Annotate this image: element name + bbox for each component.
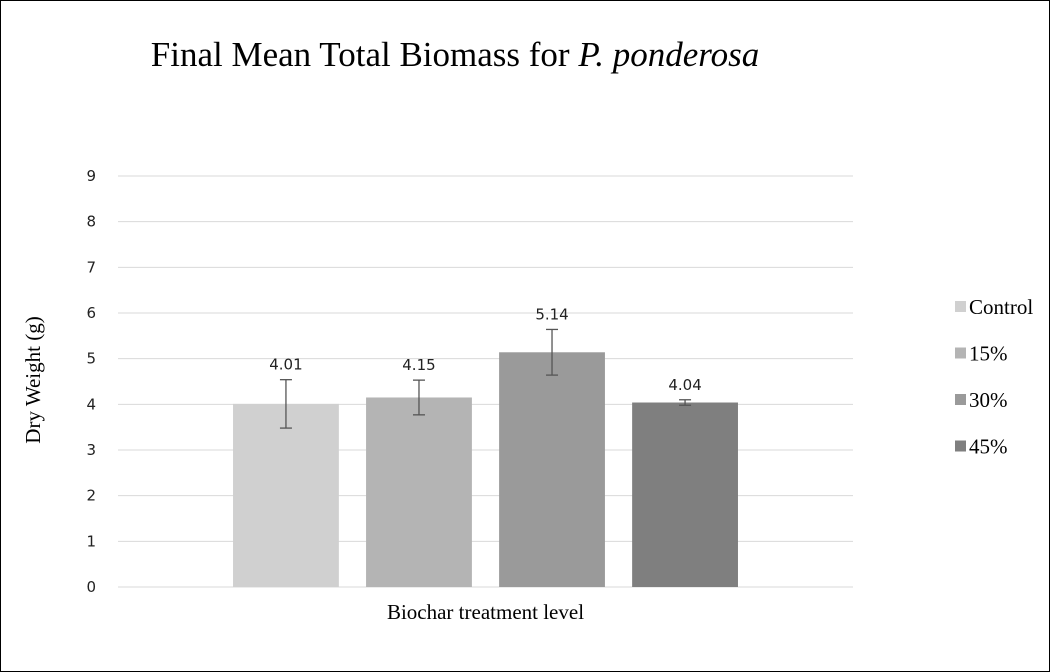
legend-swatch bbox=[955, 347, 966, 359]
legend-swatch bbox=[955, 440, 966, 452]
y-tick-label: 7 bbox=[86, 258, 96, 276]
data-label: 4.04 bbox=[668, 376, 701, 394]
y-axis-label: Dry Weight (g) bbox=[21, 316, 45, 443]
y-tick-label: 9 bbox=[86, 167, 96, 185]
data-label: 4.15 bbox=[402, 356, 435, 374]
legend-swatch bbox=[955, 394, 966, 405]
bar bbox=[233, 403, 339, 587]
y-tick-label: 0 bbox=[86, 578, 96, 596]
bar bbox=[499, 352, 605, 587]
data-label: 5.14 bbox=[535, 305, 568, 323]
y-tick-label: 1 bbox=[86, 532, 96, 550]
chart-title: Final Mean Total Biomass for P. ponderos… bbox=[151, 35, 759, 74]
y-tick-label: 4 bbox=[86, 395, 96, 413]
y-tick-label: 6 bbox=[86, 304, 96, 322]
data-label: 4.01 bbox=[269, 356, 302, 374]
bar bbox=[366, 397, 472, 587]
legend-label: 45% bbox=[969, 435, 1008, 459]
legend-swatch bbox=[955, 301, 966, 312]
bar bbox=[632, 402, 738, 587]
y-tick-label: 5 bbox=[86, 350, 96, 368]
x-tick-label: Biochar treatment level bbox=[387, 600, 584, 624]
y-tick-label: 8 bbox=[86, 213, 96, 231]
legend-label: Control bbox=[969, 295, 1033, 319]
legend-label: 30% bbox=[969, 388, 1008, 412]
y-tick-label: 2 bbox=[86, 487, 96, 505]
y-tick-label: 3 bbox=[86, 441, 96, 459]
legend-label: 15% bbox=[969, 342, 1008, 366]
title-italic: P. ponderosa bbox=[577, 35, 759, 74]
title-text: Final Mean Total Biomass for bbox=[151, 35, 570, 74]
